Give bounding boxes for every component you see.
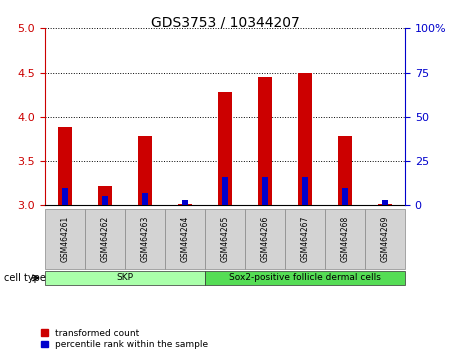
Bar	[378, 204, 392, 205]
Text: GSM464263: GSM464263	[140, 216, 149, 262]
Bar	[338, 136, 352, 205]
Bar	[62, 188, 68, 205]
Bar	[302, 177, 308, 205]
Bar	[258, 77, 272, 205]
Text: Sox2-positive follicle dermal cells: Sox2-positive follicle dermal cells	[229, 273, 381, 282]
Text: GSM464262: GSM464262	[100, 216, 109, 262]
Bar	[98, 186, 112, 205]
Bar	[382, 200, 388, 205]
Text: cell type: cell type	[4, 273, 46, 283]
Bar	[58, 127, 72, 205]
Bar	[102, 196, 108, 205]
Bar	[182, 200, 188, 205]
Text: SKP: SKP	[117, 273, 134, 282]
Text: GSM464264: GSM464264	[180, 216, 189, 262]
Text: GSM464261: GSM464261	[60, 216, 69, 262]
Text: GDS3753 / 10344207: GDS3753 / 10344207	[151, 16, 299, 30]
Bar	[342, 188, 348, 205]
Bar	[262, 177, 268, 205]
Text: GSM464269: GSM464269	[381, 216, 390, 262]
Bar	[138, 136, 152, 205]
Bar	[222, 177, 228, 205]
Bar	[218, 92, 232, 205]
Text: GSM464268: GSM464268	[341, 216, 350, 262]
Bar	[178, 204, 192, 205]
Legend: transformed count, percentile rank within the sample: transformed count, percentile rank withi…	[40, 329, 208, 349]
Bar	[298, 73, 312, 205]
Text: GSM464267: GSM464267	[301, 216, 310, 262]
Text: GSM464265: GSM464265	[220, 216, 230, 262]
Bar	[142, 193, 148, 205]
Text: GSM464266: GSM464266	[261, 216, 270, 262]
